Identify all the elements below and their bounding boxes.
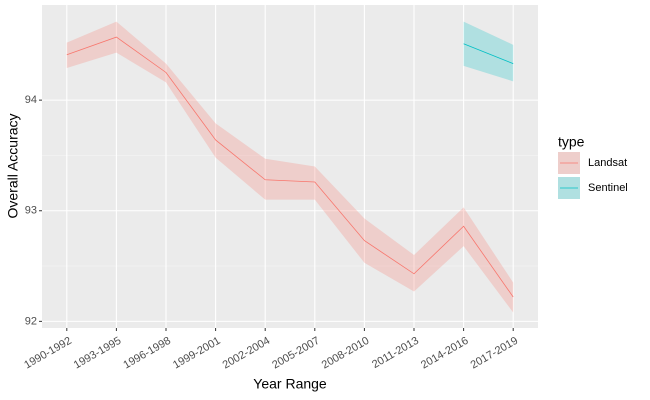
x-tick-label: 1990-1992 [22, 335, 74, 372]
y-tick-label: 92 [25, 315, 37, 327]
x-tick-label: 1993-1995 [72, 335, 124, 372]
legend-label: Sentinel [588, 182, 628, 194]
x-tick-label: 2005-2007 [270, 335, 322, 372]
y-tick-label: 94 [25, 94, 37, 106]
legend-title: type [558, 134, 585, 150]
x-axis-title: Year Range [253, 376, 327, 392]
y-axis-title: Overall Accuracy [5, 113, 21, 218]
x-tick-label: 2014-2016 [419, 335, 471, 372]
x-tick-label: 2011-2013 [370, 335, 421, 371]
x-tick-label: 2008-2010 [320, 335, 372, 372]
ribbon [463, 21, 514, 82]
x-tick-label: 2002-2004 [221, 335, 273, 372]
plot-background [42, 5, 538, 328]
ribbon [66, 21, 514, 313]
x-tick-label: 1996-1998 [121, 335, 173, 372]
x-tick-label: 1999-2001 [171, 335, 223, 372]
x-tick-label: 2017-2019 [469, 335, 521, 372]
y-tick-label: 93 [25, 205, 37, 217]
line [66, 36, 514, 298]
legend-label: Landsat [588, 157, 627, 169]
line [463, 43, 514, 64]
